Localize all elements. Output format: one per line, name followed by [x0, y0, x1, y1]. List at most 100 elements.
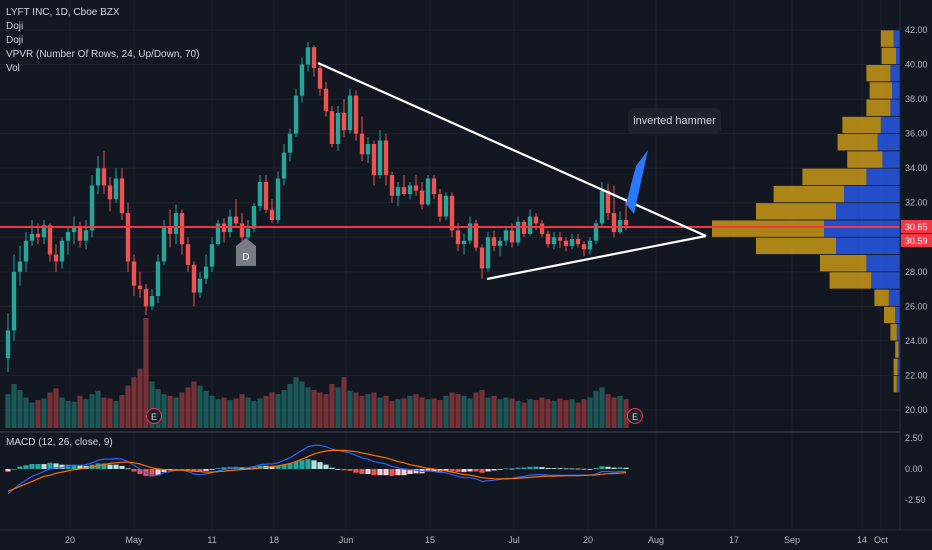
candle-body — [515, 221, 521, 243]
candle-body — [479, 247, 485, 269]
candle-body — [89, 185, 95, 231]
legend-indicator-doji-1[interactable]: Doji — [6, 21, 24, 32]
macd-histogram-bar — [431, 469, 437, 472]
candle-body — [569, 239, 575, 246]
macd-histogram-bar — [353, 469, 359, 473]
trendline-upper[interactable] — [317, 61, 707, 238]
candle-body — [209, 244, 215, 267]
legend-indicator-vpvr[interactable]: VPVR (Number Of Rows, 24, Up/Down, 70) — [6, 49, 200, 60]
macd-histogram-bar — [329, 467, 335, 469]
candle-body — [203, 266, 209, 279]
time-tick-label: 17 — [729, 535, 739, 545]
earnings-marker-label: E — [632, 412, 638, 422]
candle-body — [455, 230, 461, 245]
price-label-hline: 30.65 — [901, 220, 932, 233]
profile-bar-up — [888, 289, 900, 306]
earnings-marker-aug[interactable]: E — [627, 408, 643, 424]
profile-bar-up — [892, 82, 900, 99]
macd-histogram-bar — [125, 468, 131, 470]
price-tick-label: 42.00 — [905, 25, 928, 35]
legend-symbol[interactable]: LYFT INC, 1D, Cboe BZX — [6, 7, 120, 18]
volume-bar — [491, 395, 497, 428]
time-tick-label: Jun — [339, 535, 354, 545]
earnings-marker-may[interactable]: E — [146, 408, 162, 424]
volume-bar — [419, 397, 425, 428]
macd-histogram-bar — [173, 469, 179, 470]
price-tick-label: 40.00 — [905, 60, 928, 70]
volume-bar — [335, 387, 341, 428]
trendline-lower[interactable] — [486, 234, 707, 281]
volume-bar — [233, 398, 239, 428]
macd-histogram-bar — [161, 469, 167, 473]
candle-body — [71, 226, 77, 233]
time-axis[interactable] — [0, 530, 932, 550]
macd-histogram-bar — [497, 469, 503, 470]
volume-bar — [365, 394, 371, 428]
price-axis[interactable] — [900, 0, 932, 530]
candle-body — [143, 289, 149, 307]
volume-bar — [359, 395, 365, 428]
macd-histogram-bar — [539, 467, 545, 469]
volume-bar — [245, 397, 251, 428]
profile-bar-up — [871, 272, 900, 289]
macd-histogram-bar — [557, 468, 563, 470]
macd-histogram-bar — [425, 469, 431, 472]
candle-body — [497, 240, 503, 246]
candle-body — [41, 225, 47, 238]
macd-histogram-bar — [545, 468, 551, 469]
candlesticks[interactable] — [5, 42, 629, 372]
time-tick-label: May — [125, 535, 143, 545]
volume-bar — [581, 399, 587, 428]
macd-histogram-bar — [383, 469, 389, 476]
dividend-marker-label: D — [242, 252, 249, 263]
candle-body — [77, 226, 83, 241]
triangle-pattern[interactable] — [317, 61, 707, 281]
volume-bar — [101, 397, 107, 428]
macd-histogram-bar — [533, 466, 539, 469]
volume-bar — [521, 402, 527, 428]
volume-bar — [29, 402, 35, 428]
volume-bar — [449, 392, 455, 428]
candle-body — [461, 240, 467, 245]
volume-bar — [179, 392, 185, 428]
profile-bar-down — [880, 30, 894, 47]
profile-bar-down — [890, 324, 897, 341]
candle-body — [149, 296, 155, 307]
macd-histogram-bar — [77, 465, 83, 469]
macd-tick-label: -2.50 — [905, 495, 926, 505]
macd-histogram-bar — [191, 469, 197, 472]
volume-bar — [377, 397, 383, 428]
volume-bar — [143, 318, 149, 428]
macd-histogram-bar — [185, 469, 191, 470]
profile-bar-up — [844, 185, 900, 203]
candle-body — [365, 144, 371, 155]
macd-signal-line — [7, 449, 627, 492]
time-tick-label: Sep — [784, 535, 800, 545]
dividend-marker[interactable]: D — [236, 238, 256, 266]
volume-bar — [5, 394, 11, 428]
volume-bar — [371, 392, 377, 428]
macd-histogram-bar — [335, 469, 341, 470]
volume-bar — [323, 394, 329, 428]
candle-body — [305, 47, 311, 65]
profile-bar-up — [896, 375, 900, 393]
candle-body — [443, 195, 449, 217]
candle-body — [527, 216, 533, 234]
volume-bars — [5, 318, 629, 428]
annotation-callout[interactable]: inverted hammer — [628, 108, 721, 134]
volume-bar — [545, 399, 551, 428]
candle-body — [287, 133, 293, 153]
candle-body — [467, 223, 473, 241]
legend-indicator-doji-2[interactable]: Doji — [6, 35, 24, 46]
macd-histogram-bar — [23, 465, 29, 469]
profile-bar-up — [836, 237, 900, 255]
candle-body — [413, 185, 419, 191]
legend-indicator-volume[interactable]: Vol — [6, 63, 20, 74]
volume-bar — [227, 400, 233, 428]
time-tick-label: Aug — [648, 535, 664, 545]
profile-bar-down — [773, 185, 844, 203]
legend-indicator-macd[interactable]: MACD (12, 26, close, 9) — [6, 437, 113, 448]
profile-bar-up — [880, 116, 900, 134]
